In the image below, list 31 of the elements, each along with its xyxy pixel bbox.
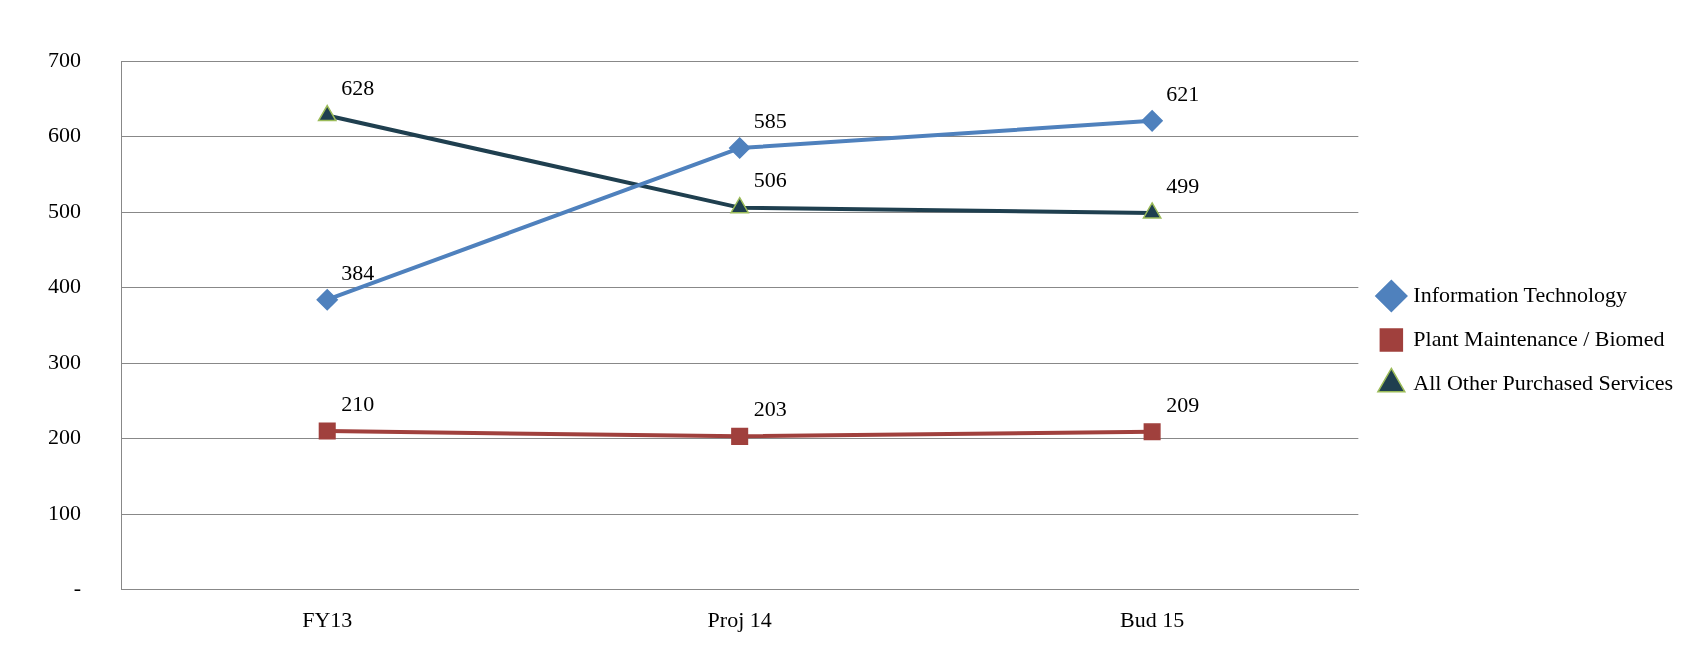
point [728,137,751,159]
legend-label: Plant Maintenance / Biomed [1413,325,1665,351]
y-tick-label: 200 [48,424,81,450]
data-label: 384 [341,259,375,285]
data-label: 210 [341,390,375,416]
data-label: 585 [753,107,787,133]
x-tick-label: Bud 15 [1120,606,1185,632]
y-tick-label: - [73,575,81,601]
data-label: 506 [753,167,787,193]
data-label: 209 [1166,391,1200,417]
point [318,422,336,440]
x-tick-label: FY13 [302,606,353,632]
y-tick-label: 300 [48,348,81,374]
y-tick-label: 400 [48,273,81,299]
y-tick-label: 500 [48,197,81,223]
point [730,196,750,214]
data-label: 499 [1166,172,1200,198]
data-label: 203 [753,396,787,422]
point [317,104,337,122]
point [1142,202,1162,219]
data-label: 621 [1166,80,1200,106]
point [1143,423,1161,441]
point [316,288,338,311]
legend-label: All Other Purchased Services [1413,369,1674,395]
legend-label: Information Technology [1413,281,1628,307]
y-tick-label: 600 [48,122,81,148]
data-label: 628 [341,75,375,101]
x-tick-label: Proj 14 [707,606,772,632]
y-tick-label: 700 [48,46,81,72]
point [731,427,749,445]
y-tick-label: 100 [48,499,81,525]
